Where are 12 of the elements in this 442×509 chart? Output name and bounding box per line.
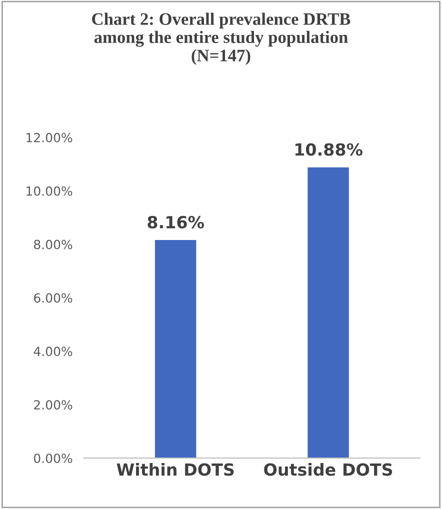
y-tick-label: 10.00% [26,186,72,196]
y-tick-label: 2.00% [34,400,72,410]
y-tick-label: 12.00% [26,132,72,142]
y-tick-label: 0.00% [34,454,72,464]
x-tick-label: Within DOTS [116,462,234,476]
data-label: 8.16% [148,216,204,228]
chart-title: Chart 2: Overall prevalence DRTB among the entire study population (N=147) [92,12,350,65]
x-tick-label: Outside DOTS [264,462,392,476]
y-tick-label: 6.00% [34,293,72,303]
y-tick-label: 4.00% [34,346,72,356]
y-tick-label: 8.00% [34,240,72,250]
data-label: 10.88% [295,143,362,156]
